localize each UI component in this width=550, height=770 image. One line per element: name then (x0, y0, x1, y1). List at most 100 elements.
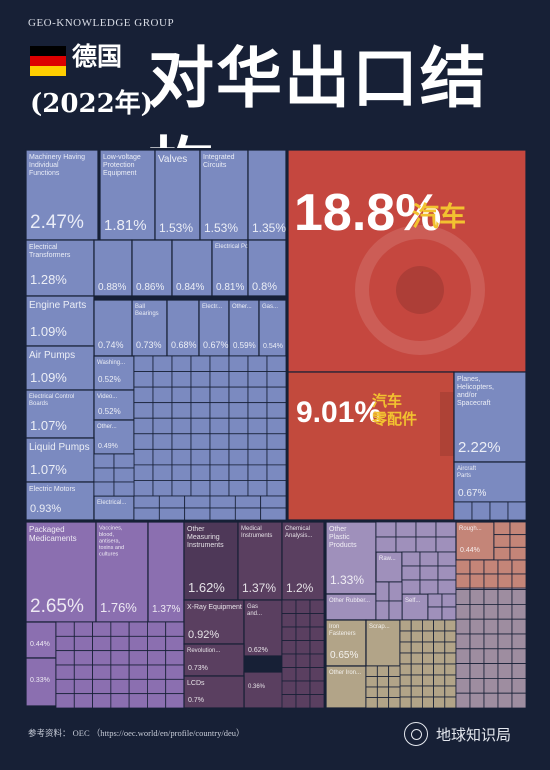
treemap-small-cell (128, 678, 148, 695)
cell-value: 0.33% (30, 677, 50, 684)
treemap-small-cell (152, 417, 173, 435)
treemap-small-cell (415, 536, 437, 553)
treemap-cell (25, 345, 95, 391)
treemap-small-cell (388, 600, 403, 621)
treemap-small-cell (437, 579, 457, 595)
treemap-small-cell (309, 653, 325, 668)
treemap-small-cell (427, 606, 443, 621)
treemap-small-cell (455, 589, 471, 605)
treemap-small-cell (469, 604, 485, 620)
treemap-small-cell (421, 663, 434, 676)
car-wheel-illustration (355, 225, 485, 355)
treemap-small-cell (128, 693, 148, 709)
treemap-cell (453, 461, 527, 503)
cell-value: 1.35% (252, 221, 286, 235)
treemap-small-cell (281, 680, 297, 695)
treemap-small-cell (421, 674, 434, 687)
cell-value: 0.49% (98, 443, 118, 450)
treemap-small-cell (266, 480, 287, 497)
treemap-cell (287, 149, 527, 373)
treemap-small-cell (433, 696, 446, 709)
treemap-small-cell (92, 693, 112, 709)
treemap-small-cell (483, 604, 499, 620)
treemap-small-cell (388, 581, 403, 602)
treemap-small-cell (228, 464, 249, 481)
cell-label: Self... (405, 598, 421, 604)
treemap-small-cell (93, 453, 115, 469)
treemap-small-cell (444, 685, 457, 698)
treemap-small-cell (437, 565, 457, 581)
treemap-small-cell (110, 664, 130, 680)
treemap-small-cell (93, 467, 115, 483)
flag-stripe-red (30, 56, 66, 66)
treemap-small-cell (433, 674, 446, 687)
cell-value: 0.44% (460, 547, 480, 554)
treemap-small-cell (281, 640, 297, 655)
treemap-small-cell (410, 674, 423, 687)
treemap-small-cell (133, 480, 154, 497)
treemap-small-cell (401, 551, 421, 567)
cell-label: Other... (232, 304, 252, 310)
treemap-small-cell (483, 692, 499, 709)
treemap-small-cell (410, 630, 423, 643)
treemap-small-cell (421, 652, 434, 665)
treemap-small-cell (433, 619, 446, 632)
cell-value: 1.07% (30, 418, 67, 433)
cell-label: Other Plastic Products (329, 526, 357, 549)
treemap-small-cell (388, 697, 401, 709)
cell-label: Ball Bearings (135, 304, 159, 317)
cell-value: 1.33% (330, 573, 364, 587)
treemap-small-cell (471, 501, 491, 521)
treemap-small-cell (433, 641, 446, 654)
treemap-small-cell (455, 648, 471, 664)
treemap-small-cell (247, 417, 268, 435)
treemap-small-cell (469, 618, 485, 635)
treemap-small-cell (295, 694, 311, 709)
treemap-small-cell (228, 371, 249, 388)
treemap-small-cell (247, 371, 268, 388)
treemap-small-cell (190, 386, 211, 404)
treemap-small-cell (55, 650, 75, 666)
treemap-cell (325, 593, 377, 621)
treemap-small-cell (152, 371, 173, 388)
treemap-small-cell (73, 664, 93, 680)
treemap-small-cell (73, 635, 93, 652)
treemap-small-cell (509, 546, 527, 561)
treemap-small-cell (165, 678, 185, 695)
treemap-small-cell (511, 573, 527, 589)
treemap-small-cell (281, 626, 297, 641)
treemap-small-cell (419, 565, 439, 581)
treemap-small-cell (266, 448, 287, 466)
treemap-small-cell (441, 593, 457, 608)
cell-value: 1.09% (30, 324, 67, 339)
treemap-small-cell (209, 480, 230, 497)
treemap-small-cell (228, 417, 249, 435)
treemap-small-cell (171, 386, 192, 404)
treemap-small-cell (266, 371, 287, 388)
treemap-small-cell (228, 355, 249, 372)
cell-label: Rough... (459, 526, 482, 532)
treemap-small-cell (483, 633, 499, 650)
treemap-small-cell (113, 481, 135, 497)
treemap-small-cell (388, 665, 401, 677)
treemap-small-cell (158, 507, 186, 521)
treemap-small-cell (295, 640, 311, 655)
treemap-small-cell (209, 355, 230, 372)
treemap-small-cell (483, 648, 499, 664)
treemap-small-cell (421, 630, 434, 643)
treemap-small-cell (433, 663, 446, 676)
treemap-small-cell (511, 618, 527, 635)
treemap-small-cell (410, 619, 423, 632)
treemap-small-cell (73, 621, 93, 637)
treemap-cell (183, 599, 245, 645)
treemap-small-cell (376, 665, 390, 677)
treemap-small-cell (209, 507, 236, 521)
treemap-small-cell (113, 467, 135, 483)
cell-value: 0.65% (330, 650, 358, 661)
treemap-small-cell (92, 664, 112, 680)
treemap-small-cell (73, 693, 93, 709)
treemap-cell (93, 419, 135, 455)
treemap-small-cell (190, 480, 211, 497)
treemap-small-cell (295, 613, 311, 628)
treemap-small-cell (260, 495, 287, 509)
